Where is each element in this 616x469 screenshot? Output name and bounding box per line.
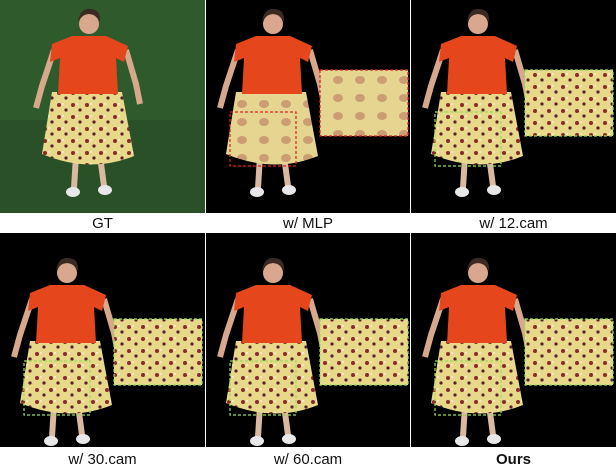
skirt	[20, 341, 112, 414]
zoom-inset	[320, 70, 408, 136]
panel	[411, 233, 616, 447]
shirt	[234, 285, 312, 343]
shoe	[487, 434, 501, 444]
zoom-inset	[525, 319, 613, 385]
head	[263, 14, 283, 34]
panel	[0, 233, 205, 447]
shirt	[439, 36, 517, 94]
panel-caption: w/ 60.cam	[273, 451, 342, 468]
shoe	[487, 185, 501, 195]
shirt	[234, 36, 312, 94]
shoe	[76, 434, 90, 444]
shoe	[282, 185, 296, 195]
head	[57, 263, 77, 283]
shoe	[455, 187, 469, 197]
skirt	[431, 92, 523, 165]
shoe	[66, 187, 80, 197]
zoom-inset	[320, 319, 408, 385]
shoe	[282, 434, 296, 444]
shoe	[250, 436, 264, 446]
skirt	[226, 341, 318, 414]
panel-caption: w/ 12.cam	[478, 215, 547, 232]
panel-caption: Ours	[496, 451, 531, 468]
zoom-inset	[114, 319, 202, 385]
panel	[206, 0, 410, 213]
skirt	[42, 92, 134, 165]
shirt	[50, 36, 128, 94]
head	[79, 14, 99, 34]
panel-caption: GT	[92, 215, 113, 232]
shirt	[439, 285, 517, 343]
panel-caption: w/ 30.cam	[67, 451, 136, 468]
skirt	[226, 92, 318, 165]
shoe	[455, 436, 469, 446]
panel	[0, 0, 205, 213]
skirt	[431, 341, 523, 414]
shoe	[44, 436, 58, 446]
head	[468, 14, 488, 34]
figure: GT w/ MLP w/ 12.cam w/ 30.cam w/ 60.cam Ours	[0, 0, 616, 469]
head	[263, 263, 283, 283]
panel	[411, 0, 616, 213]
panel	[206, 233, 410, 447]
shirt	[28, 285, 106, 343]
zoom-inset	[525, 70, 613, 136]
shoe	[250, 187, 264, 197]
shoe	[98, 185, 112, 195]
head	[468, 263, 488, 283]
panel-caption: w/ MLP	[282, 215, 333, 232]
